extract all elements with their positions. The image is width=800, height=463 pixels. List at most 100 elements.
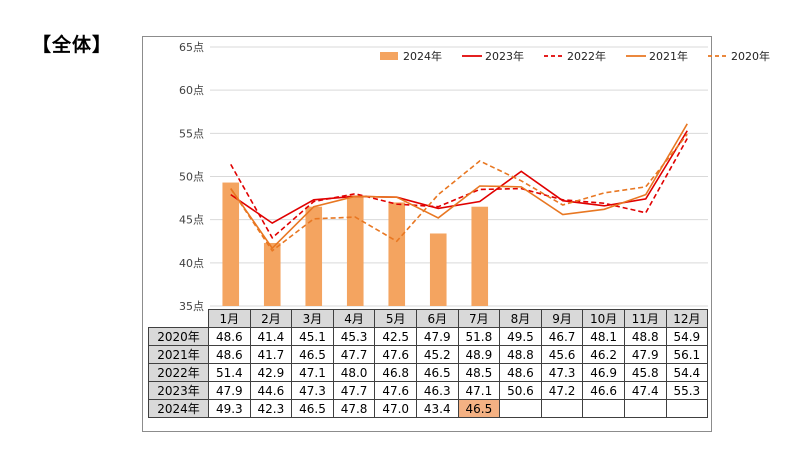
section-title: 【全体】 (32, 34, 113, 56)
table-cell: 56.1 (665, 345, 709, 364)
table-cell (499, 399, 542, 418)
table-cell: 50.6 (499, 381, 542, 400)
table-cell: 42.5 (374, 327, 417, 346)
bar-2024 (222, 182, 240, 306)
table-cell: 51.4 (208, 363, 251, 382)
table-cell: 42.9 (249, 363, 293, 382)
bar-2024 (263, 242, 281, 306)
table-cell: 47.7 (332, 381, 376, 400)
table-cell: 46.6 (582, 381, 625, 400)
table-cell: 47.3 (291, 381, 334, 400)
table-month-header: 5月 (374, 309, 417, 328)
legend-swatch-2024 (380, 52, 398, 60)
table-cell: 48.8 (499, 345, 542, 364)
table-cell: 47.1 (291, 363, 334, 382)
table-cell: 46.2 (582, 345, 625, 364)
table-cell: 48.9 (457, 345, 501, 364)
y-tick-label: 40点 (179, 257, 204, 270)
table-cell: 47.0 (374, 399, 417, 418)
table-row: 2021年 48.6 41.7 46.5 47.7 47.6 45.2 48.9 48.8 45.… (148, 345, 709, 364)
table-row-label: 2023年 (148, 381, 209, 400)
legend-label: 2023年 (485, 49, 524, 63)
table-cell: 55.3 (665, 381, 709, 400)
table-cell: 46.7 (540, 327, 584, 346)
bar-2024 (471, 206, 489, 306)
table-cell: 42.3 (249, 399, 293, 418)
table-cell: 48.5 (457, 363, 501, 382)
line-series-2020 (230, 133, 688, 252)
table-cell: 44.6 (249, 381, 293, 400)
table-month-header: 3月 (291, 309, 334, 328)
y-tick-label: 65点 (179, 41, 204, 54)
table-cell: 48.8 (623, 327, 667, 346)
legend-label: 2022年 (567, 49, 606, 63)
legend-label: 2024年 (403, 49, 442, 63)
table-month-header: 4月 (332, 309, 376, 328)
bar-2024 (429, 233, 447, 306)
table-cell: 47.9 (623, 345, 667, 364)
table-cell (540, 399, 584, 418)
table-month-header: 10月 (582, 309, 625, 328)
table-row-label: 2020年 (148, 327, 209, 346)
line-series-2022 (230, 138, 688, 240)
table-month-header: 12月 (665, 309, 709, 328)
bar-2024 (388, 202, 406, 306)
table-row-label: 2022年 (148, 363, 209, 382)
line-series-2021 (230, 123, 688, 250)
data-table: 1月 2月 3月 4月 5月 6月 7月 8月 9月 10月 11月 12月 2020年 48.6 41.… (148, 309, 709, 418)
table-cell: 47.3 (540, 363, 584, 382)
table-cell: 46.5 (291, 345, 334, 364)
table-row: 2020年 48.6 41.4 45.1 45.3 42.5 47.9 51.8 49.5 46.… (148, 327, 709, 346)
table-cell: 47.6 (374, 345, 417, 364)
table-cell: 46.9 (582, 363, 625, 382)
table-row: 2022年 51.4 42.9 47.1 48.0 46.8 46.5 48.5 48.6 47.… (148, 363, 709, 382)
table-cell: 41.7 (249, 345, 293, 364)
month-header-row: 1月 2月 3月 4月 5月 6月 7月 8月 9月 10月 11月 12月 (149, 309, 709, 328)
table-cell: 46.5 (457, 399, 501, 418)
table-cell: 45.6 (540, 345, 584, 364)
table-cell: 45.2 (415, 345, 459, 364)
y-tick-label: 55点 (179, 127, 204, 140)
bar-2024 (305, 206, 323, 306)
table-month-header: 6月 (415, 309, 459, 328)
table-cell: 48.0 (332, 363, 376, 382)
table-cell: 46.3 (415, 381, 459, 400)
table-cell: 48.6 (208, 345, 251, 364)
table-cell: 54.9 (665, 327, 709, 346)
table-cell: 48.1 (582, 327, 625, 346)
y-tick-label: 45点 (179, 214, 204, 227)
table-cell (582, 399, 625, 418)
table-cell: 41.4 (249, 327, 293, 346)
table-month-header: 9月 (540, 309, 584, 328)
table-month-header: 1月 (208, 309, 251, 328)
table-cell: 47.2 (540, 381, 584, 400)
table-cell: 45.8 (623, 363, 667, 382)
y-tick-label: 35点 (179, 300, 204, 313)
table-row: 2023年 47.9 44.6 47.3 47.7 47.6 46.3 47.1 50.6 47.… (148, 381, 709, 400)
table-cell: 49.3 (208, 399, 251, 418)
table-cell: 47.4 (623, 381, 667, 400)
table-cell: 54.4 (665, 363, 709, 382)
y-tick-label: 50点 (179, 171, 204, 184)
table-cell: 43.4 (415, 399, 459, 418)
table-cell: 47.8 (332, 399, 376, 418)
table-cell: 47.7 (332, 345, 376, 364)
y-tick-label: 60点 (179, 84, 204, 97)
table-month-header: 11月 (623, 309, 667, 328)
table-row-label: 2024年 (148, 399, 209, 418)
bar-2024 (346, 195, 364, 306)
table-cell: 51.8 (457, 327, 501, 346)
table-corner (149, 310, 209, 328)
legend-label: 2020年 (731, 49, 770, 63)
table-cell: 47.6 (374, 381, 417, 400)
table-row: 2024年 49.3 42.3 46.5 47.8 47.0 43.4 46.5 (148, 399, 709, 418)
table-cell: 48.6 (499, 363, 542, 382)
table-cell: 48.6 (208, 327, 251, 346)
table-month-header: 7月 (457, 309, 501, 328)
table-cell: 46.5 (415, 363, 459, 382)
table-month-header: 8月 (499, 309, 542, 328)
table-cell: 47.9 (415, 327, 459, 346)
table-cell: 46.8 (374, 363, 417, 382)
table-cell (665, 399, 709, 418)
